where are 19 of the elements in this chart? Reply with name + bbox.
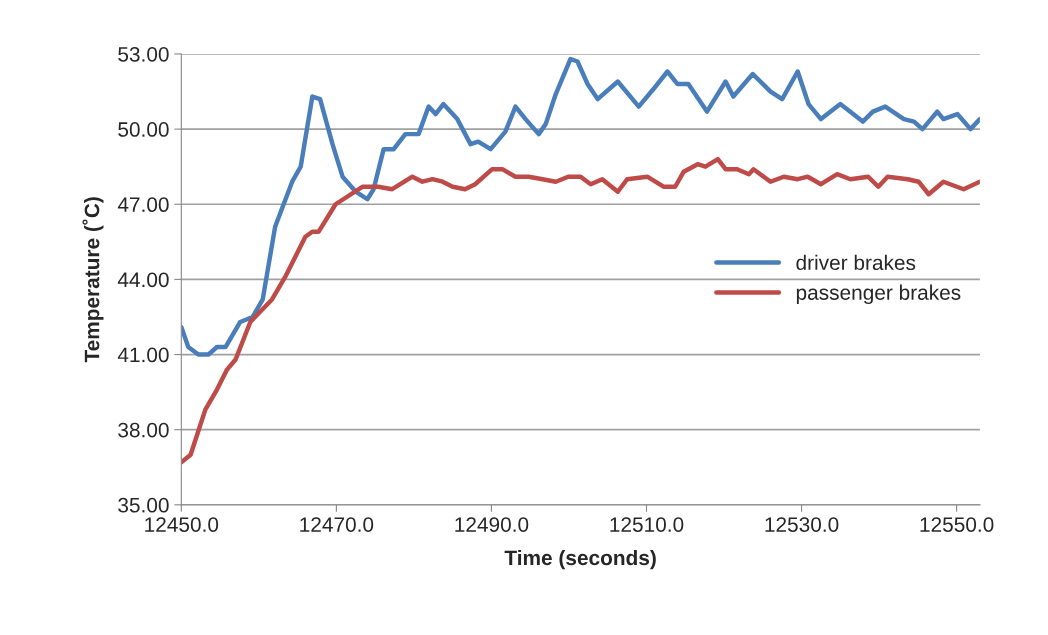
line-series [181, 56, 980, 357]
y-tick-label: 35.00 [118, 497, 169, 513]
x-tick-label: 12550.0 [920, 517, 994, 532]
x-tick-label: 12490.0 [455, 517, 529, 532]
y-tick-label: 38.00 [118, 422, 169, 438]
x-axis-title: Time (seconds) [504, 549, 656, 570]
y-tick-label: 50.00 [118, 122, 169, 137]
legend-label: driver brakes [796, 254, 916, 271]
x-tick-label: 12510.0 [610, 517, 684, 532]
y-tick-label: 41.00 [117, 347, 169, 363]
y-tick-label: 47.00 [117, 197, 169, 213]
legend-label: passenger brakes [796, 284, 961, 305]
x-tick-label: 12450.0 [145, 517, 219, 532]
y-tick-label: 53.00 [118, 46, 169, 62]
y-axis-title: Temperature (˚C) [82, 197, 104, 363]
x-tick-label: 12530.0 [765, 517, 839, 532]
x-tick-label: 12470.0 [300, 517, 374, 532]
line-series [181, 156, 980, 465]
y-tick-label: 44.00 [117, 272, 169, 288]
